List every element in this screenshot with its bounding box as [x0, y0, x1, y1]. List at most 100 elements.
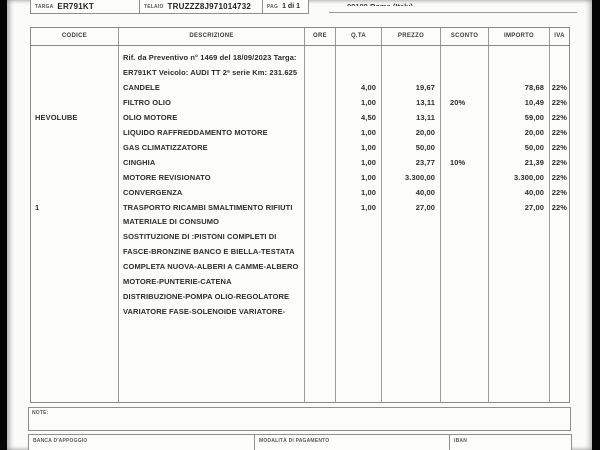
table-row: GAS CLIMATIZZATORE 1,00 50,00 50,00 22% — [31, 141, 569, 155]
table-cell-iva: 22% — [551, 112, 567, 122]
table-cell-iva: 22% — [551, 82, 567, 92]
table-cell-importo: 3.300,00 — [514, 172, 544, 182]
targa-value: ER791KT — [57, 2, 94, 11]
table-cell-desc: MATERIALE DI CONSUMO — [123, 217, 220, 227]
column-divider — [488, 46, 489, 403]
table-cell-importo: 78,68 — [524, 82, 544, 92]
column-divider — [304, 46, 305, 403]
table-cell-importo: 59,00 — [524, 112, 544, 122]
table-cell-qta: 1,00 — [361, 187, 376, 197]
page-number-value: 1 di 1 — [282, 3, 300, 10]
telaio-label: TELAIO — [144, 3, 164, 10]
header-qta: Q.TA — [335, 28, 381, 45]
header-ore: ORE — [304, 28, 335, 45]
table-row: FASCE-BRONZINE BANCO E BIELLA-TESTATA — [31, 245, 569, 259]
table-row: SOSTITUZIONE DI :PISTONI COMPLETI DI — [31, 230, 569, 244]
iban-box: IBAN — [450, 434, 572, 450]
column-divider — [381, 46, 382, 403]
table-cell-prezzo: 23,77 — [415, 157, 435, 167]
table-cell-prezzo: 13,11 — [416, 112, 435, 122]
table-row: COMPLETA NUOVA-ALBERI A CAMME-ALBERO — [31, 260, 569, 274]
table-cell-desc: SOSTITUZIONE DI :PISTONI COMPLETI DI — [123, 232, 277, 242]
table-cell-desc: MOTORE REVISIONATO — [123, 172, 211, 182]
table-cell-qta: 1,00 — [361, 172, 376, 182]
table-cell-qta: 1,00 — [361, 157, 376, 167]
table-cell-importo: 10,49 — [524, 97, 544, 107]
table-row: MATERIALE DI CONSUMO — [31, 215, 569, 229]
table-cell-importo: 27,00 — [524, 202, 544, 212]
table-cell-iva: 22% — [551, 127, 567, 137]
table-cell-desc: MOTORE-PUNTERIE-CATENA — [123, 277, 232, 287]
table-cell-desc: DISTRIBUZIONE-POMPA OLIO-REGOLATORE — [123, 292, 290, 302]
header-importo: IMPORTO — [488, 28, 549, 45]
targa-box: TARGA ER791KT — [30, 0, 140, 14]
table-row: CONVERGENZA 1,00 40,00 40,00 22% — [31, 186, 569, 200]
table-cell-desc: COMPLETA NUOVA-ALBERI A CAMME-ALBERO — [123, 262, 299, 272]
table-cell-qta: 4,00 — [361, 82, 376, 92]
table-cell-desc: CINGHIA — [123, 157, 156, 167]
telaio-value: TRUZZZ8J971014732 — [167, 2, 251, 11]
note-label: NOTE: — [32, 410, 49, 416]
address-box: 00100 Roma (Italy) ... — [329, 0, 577, 13]
table-cell-codice: HEVOLUBE — [35, 112, 78, 122]
table-cell-qta: 1,00 — [361, 202, 376, 212]
table-cell-sconto: 20% — [450, 97, 466, 107]
table-cell-prezzo: 20,00 — [415, 127, 435, 137]
column-divider — [440, 46, 441, 403]
table-cell-desc: GAS CLIMATIZZATORE — [123, 142, 208, 152]
table-cell-prezzo: 19,67 — [415, 82, 435, 92]
table-cell-prezzo: 40,00 — [415, 187, 435, 197]
table-cell-importo: 50,00 — [524, 142, 544, 152]
table-cell-iva: 22% — [551, 187, 567, 197]
header-iva: IVA — [549, 28, 569, 45]
table-cell-iva: 22% — [551, 172, 567, 182]
table-row: 1 TRASPORTO RICAMBI SMALTIMENTO RIFIUTI 1,… — [31, 201, 569, 215]
banca-appoggio-box: BANCA D'APPOGGIO — [28, 434, 255, 450]
table-row: CINGHIA 1,00 23,77 10% 21,39 22% — [31, 156, 569, 170]
table-cell-qta: 4,50 — [361, 112, 376, 122]
table-cell-iva: 22% — [551, 97, 567, 107]
column-divider — [549, 46, 550, 403]
page-number-box: PAG 1 di 1 — [263, 0, 309, 14]
table-cell-desc: TRASPORTO RICAMBI SMALTIMENTO RIFIUTI — [123, 202, 293, 212]
table-row: VARIATORE FASE-SOLENOIDE VARIATORE- — [31, 305, 569, 319]
table-row: MOTORE-PUNTERIE-CATENA — [31, 275, 569, 289]
table-row: LIQUIDO RAFFREDDAMENTO MOTORE 1,00 20,00 20… — [31, 126, 569, 140]
modalita-pagamento-label: MODALITÀ DI PAGAMENTO — [259, 438, 330, 444]
header-sconto: SCONTO — [440, 28, 488, 45]
address-fragment: 00100 Roma (Italy) ... — [347, 2, 421, 6]
targa-label: TARGA — [35, 3, 54, 10]
address-fragment-clipped: 00100 Roma (Italy) ... — [347, 0, 567, 6]
telaio-box: TELAIO TRUZZZ8J971014732 — [140, 0, 263, 14]
table-cell-desc: VARIATORE FASE-SOLENOIDE VARIATORE- — [123, 307, 286, 317]
table-cell-desc: CANDELE — [123, 82, 160, 92]
table-row: CANDELE 4,00 19,67 78,68 22% — [31, 81, 569, 95]
table-cell-desc: ER791KT Veicolo: AUDI TT 2ª serie Km: 23… — [123, 67, 298, 77]
table-cell-prezzo: 27,00 — [415, 202, 435, 212]
table-row: ER791KT Veicolo: AUDI TT 2ª serie Km: 23… — [31, 66, 569, 80]
table-row: MOTORE REVISIONATO 1,00 3.300,00 3.300,00 22… — [31, 171, 569, 185]
table-cell-iva: 22% — [551, 142, 567, 152]
table-cell-iva: 22% — [551, 202, 567, 212]
items-table: CODICE DESCRIZIONE ORE Q.TA PREZZO SCONT… — [30, 27, 570, 403]
table-cell-importo: 40,00 — [524, 187, 544, 197]
table-cell-importo: 20,00 — [524, 127, 544, 137]
column-divider — [118, 46, 119, 403]
header-prezzo: PREZZO — [381, 28, 440, 45]
table-row: FILTRO OLIO 1,00 13,11 20% 10,49 22% — [31, 96, 569, 110]
table-cell-importo: 21,39 — [524, 157, 544, 167]
iban-label: IBAN — [454, 438, 468, 444]
table-cell-desc: CONVERGENZA — [123, 187, 183, 197]
table-row: Rif. da Preventivo n° 1469 del 18/09/202… — [31, 51, 569, 65]
table-cell-qta: 1,00 — [361, 142, 376, 152]
table-cell-qta: 1,00 — [361, 127, 376, 137]
table-cell-desc: FILTRO OLIO — [123, 97, 172, 107]
table-cell-prezzo: 50,00 — [415, 142, 435, 152]
table-cell-desc: OLIO MOTORE — [123, 112, 178, 122]
page-number-label: PAG — [267, 3, 279, 10]
table-cell-codice: 1 — [35, 202, 40, 212]
table-cell-prezzo: 3.300,00 — [405, 172, 435, 182]
invoice-page: TARGA ER791KT TELAIO TRUZZZ8J971014732 P… — [7, 0, 592, 450]
column-divider — [335, 46, 336, 403]
